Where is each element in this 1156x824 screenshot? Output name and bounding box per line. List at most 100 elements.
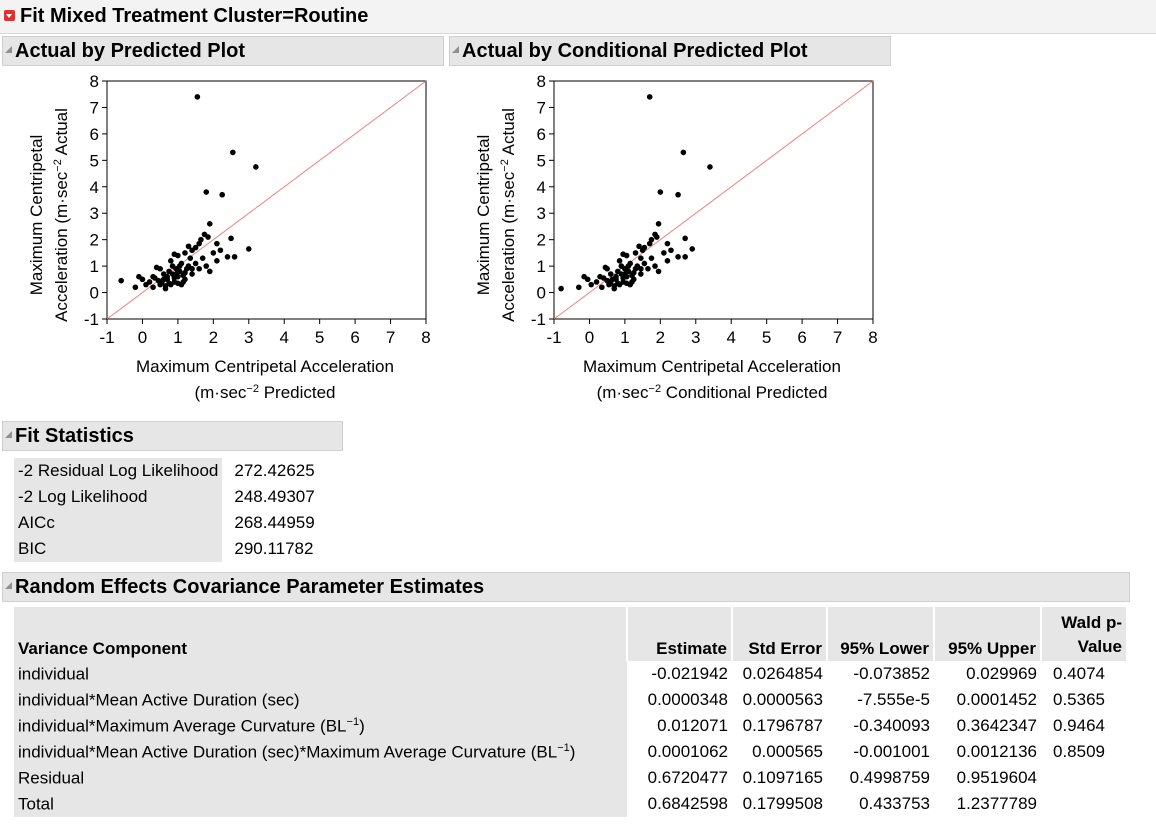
lower-cell: -0.340093 xyxy=(853,716,930,735)
data-point xyxy=(661,250,667,256)
disclosure-triangle-icon[interactable] xyxy=(5,582,12,589)
data-point xyxy=(625,263,632,269)
data-point xyxy=(648,255,655,261)
fit-statistics-table: -2 Residual Log Likelihood 272.42625 -2 L… xyxy=(14,458,319,562)
data-point xyxy=(641,260,648,267)
data-point xyxy=(682,235,688,242)
col-header-95-upper: 95% Upper xyxy=(933,607,1041,661)
col-header-variance-component: Variance Component xyxy=(14,607,627,661)
data-point xyxy=(623,280,630,287)
x-tick-label: 3 xyxy=(691,328,700,347)
data-point xyxy=(613,273,619,280)
data-point xyxy=(203,263,210,269)
data-point xyxy=(168,258,174,264)
y-tick-label: 2 xyxy=(537,231,546,250)
section-title: Random Effects Covariance Parameter Esti… xyxy=(15,576,485,598)
data-point xyxy=(611,285,618,292)
std-error-cell: 0.000565 xyxy=(752,742,823,761)
data-point xyxy=(166,280,172,287)
data-point xyxy=(205,234,211,240)
x-tick-label: 0 xyxy=(585,328,594,347)
data-point xyxy=(655,221,662,227)
data-point xyxy=(210,250,217,256)
std-error-cell: 0.1799508 xyxy=(742,794,823,813)
y-tick-label: 2 xyxy=(90,231,99,250)
x-tick-label: 3 xyxy=(244,328,253,347)
p-value-cell: 0.5365 xyxy=(1053,690,1105,709)
data-point xyxy=(593,279,600,285)
data-point xyxy=(629,279,635,285)
y-tick-label: -1 xyxy=(84,310,99,329)
data-point xyxy=(189,271,195,277)
section-header-actual-by-conditional-predicted[interactable]: Actual by Conditional Predicted Plot xyxy=(449,36,891,66)
upper-cell: 0.029969 xyxy=(966,664,1037,683)
disclosure-triangle-icon[interactable] xyxy=(5,431,12,438)
col-header-p-line2: Value xyxy=(1077,637,1122,657)
section-header-actual-by-predicted[interactable]: Actual by Predicted Plot xyxy=(2,36,444,66)
data-point xyxy=(600,275,607,281)
y-tick-label: 0 xyxy=(90,284,99,303)
data-point xyxy=(175,280,181,287)
table-row: BIC 290.11782 xyxy=(14,536,319,562)
data-point xyxy=(664,240,671,247)
data-point xyxy=(150,284,156,291)
table-row: -2 Residual Log Likelihood 272.42625 xyxy=(14,458,319,484)
red-triangle-menu-icon[interactable] xyxy=(4,10,15,21)
std-error-cell: 0.0264854 xyxy=(742,664,823,683)
estimate-cell: 0.0000348 xyxy=(647,690,728,709)
data-point xyxy=(657,189,664,195)
report-title-bar: Fit Mixed Treatment Cluster=Routine xyxy=(0,0,1156,34)
y-tick-label: 5 xyxy=(90,151,99,170)
data-point xyxy=(180,279,187,285)
actual-by-predicted-chart: -1 0 1 2 3 4 5 6 7 8 -1 0 1 2 3 4 5 6 7 8 Maximum Centripet… xyxy=(27,72,431,402)
x-tick-label: -1 xyxy=(99,328,114,347)
x-tick-label: 5 xyxy=(315,328,324,347)
component-cell: individual*Mean Active Duration (sec) xyxy=(14,687,627,713)
y-tick-label: 4 xyxy=(90,178,99,197)
y-tick-label: 6 xyxy=(90,125,99,144)
x-axis-label: Maximum Centripetal Acceleration xyxy=(583,357,841,376)
disclosure-triangle-icon[interactable] xyxy=(452,46,459,53)
x-axis-label: Maximum Centripetal Acceleration xyxy=(136,357,394,376)
section-header-random-effects[interactable]: Random Effects Covariance Parameter Esti… xyxy=(2,572,1130,602)
component-cell: Residual xyxy=(14,765,627,791)
data-point xyxy=(192,260,199,267)
upper-cell: 0.0012136 xyxy=(956,742,1037,761)
data-point xyxy=(664,258,671,264)
x-tick-label: -1 xyxy=(546,328,561,347)
stat-value: 272.42625 xyxy=(234,461,315,480)
estimate-cell: 0.012071 xyxy=(657,716,728,735)
data-point xyxy=(118,277,124,284)
random-effects-table: Variance Component Estimate Std Error 95… xyxy=(14,607,1126,817)
col-header-std-error: Std Error xyxy=(731,607,827,661)
data-point xyxy=(653,234,660,240)
estimate-cell: 0.6842598 xyxy=(647,794,728,813)
component-cell: individual*Mean Active Duration (sec)*Ma… xyxy=(14,739,627,765)
data-point xyxy=(162,285,169,292)
std-error-cell: 0.0000563 xyxy=(742,690,823,709)
x-tick-label: 4 xyxy=(726,328,735,347)
section-header-fit-statistics[interactable]: Fit Statistics xyxy=(2,421,343,451)
data-point xyxy=(588,281,595,288)
lower-cell: -0.073852 xyxy=(853,664,930,683)
disclosure-triangle-icon[interactable] xyxy=(5,46,12,53)
data-point xyxy=(622,271,628,277)
stat-value: 248.49307 xyxy=(234,487,315,506)
x-axis-label-line2: (m·sec−2 Conditional Predicted xyxy=(597,383,828,402)
col-header-estimate: Estimate xyxy=(626,607,732,661)
section-title: Actual by Conditional Predicted Plot xyxy=(462,40,808,62)
component-cell: individual*Maximum Average Curvature (BL… xyxy=(14,713,627,739)
data-point xyxy=(214,240,220,247)
upper-cell: 0.0001452 xyxy=(956,690,1037,709)
table-row: Residual 0.6720477 0.1097165 0.4998759 0… xyxy=(14,765,1126,791)
data-point xyxy=(219,191,225,198)
data-point xyxy=(680,149,687,156)
data-point xyxy=(185,243,192,250)
y-tick-label: 1 xyxy=(537,257,546,276)
stat-value: 268.44959 xyxy=(234,513,315,532)
data-point xyxy=(182,269,188,276)
data-point xyxy=(576,284,582,291)
data-point xyxy=(646,240,653,247)
y-tick-label: 0 xyxy=(537,284,546,303)
data-point xyxy=(675,254,681,260)
